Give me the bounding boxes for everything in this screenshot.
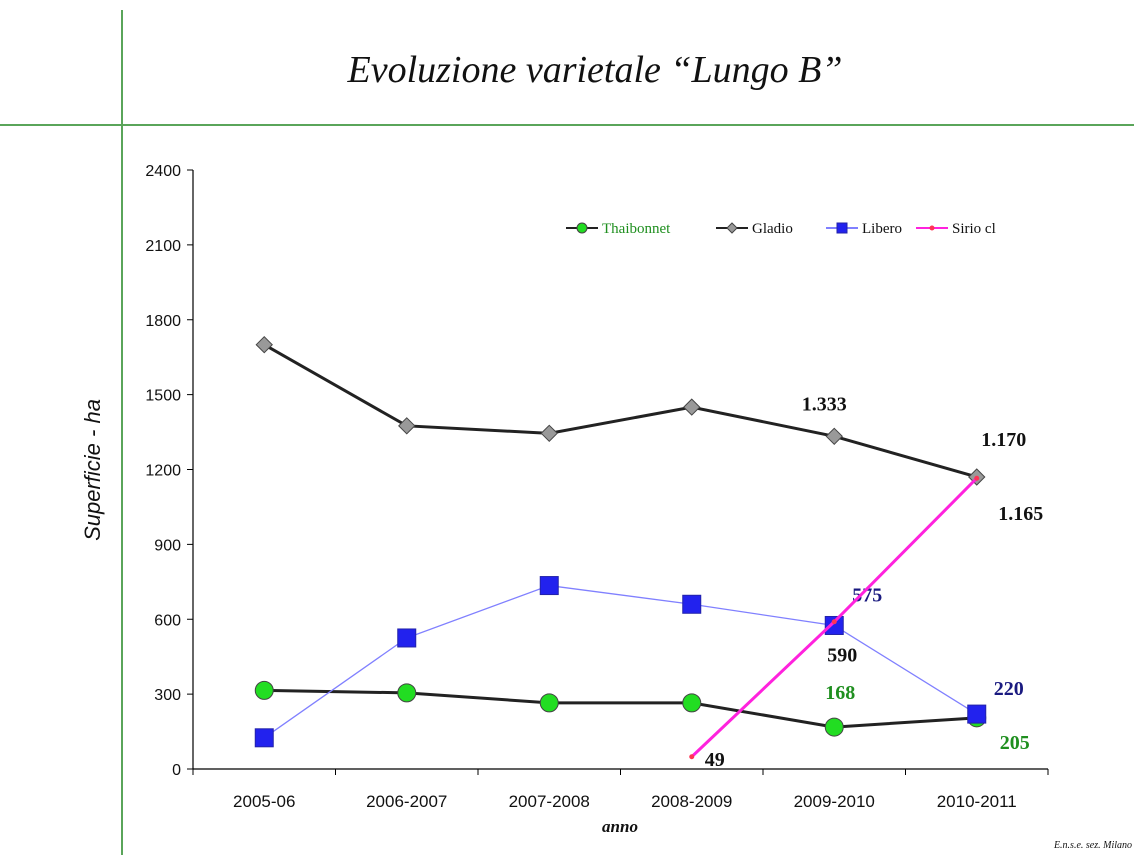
point [682, 594, 702, 614]
point [254, 680, 274, 700]
data-label: 1.333 [802, 393, 847, 415]
point [397, 683, 417, 703]
legend-marker [836, 222, 848, 234]
x-tick-label: 2007-2008 [509, 792, 590, 811]
y-tick-label: 2400 [145, 163, 181, 180]
point [255, 336, 273, 354]
legend-marker [726, 222, 738, 234]
point [824, 615, 844, 635]
point [398, 417, 416, 435]
chart-title: Evoluzione varietale “Lungo B” [346, 49, 842, 91]
legend-label: Sirio cl [952, 221, 996, 237]
point [539, 576, 559, 596]
legend-marker [929, 225, 935, 231]
data-label: 220 [994, 678, 1024, 700]
x-tick-label: 2006-2007 [366, 792, 447, 811]
x-tick-label: 2009-2010 [794, 792, 875, 811]
series-line [263, 584, 978, 739]
series-line [264, 688, 977, 729]
point [974, 475, 980, 481]
point [824, 717, 844, 737]
y-axis-label: Superficie - ha [80, 399, 105, 541]
legend-label: Libero [862, 221, 902, 237]
data-label: 575 [852, 584, 882, 606]
data-label: 49 [705, 749, 725, 771]
point [683, 398, 701, 416]
point [825, 427, 843, 446]
point [397, 628, 417, 648]
point [689, 754, 695, 760]
y-tick-label: 2100 [145, 238, 181, 255]
legend-label: Thaibonnet [602, 221, 671, 237]
data-label: 1.170 [981, 429, 1026, 451]
y-tick-label: 1200 [145, 463, 181, 480]
point [539, 693, 559, 713]
legend-marker [576, 222, 588, 234]
point [967, 704, 987, 724]
x-tick-label: 2005-06 [233, 792, 295, 811]
x-tick-label: 2008-2009 [651, 792, 732, 811]
legend-label: Gladio [752, 221, 793, 237]
y-tick-label: 600 [154, 612, 181, 629]
y-tick-label: 1500 [145, 388, 181, 405]
point [831, 619, 837, 625]
y-tick-label: 1800 [145, 313, 181, 330]
series-line [263, 343, 978, 479]
x-axis-label: anno [602, 817, 638, 836]
point [540, 424, 558, 443]
data-label: 1.165 [998, 503, 1043, 525]
y-tick-label: 0 [172, 762, 181, 779]
point [682, 693, 702, 713]
y-tick-label: 900 [154, 537, 181, 554]
footer: E.n.s.e. sez. Milano [1053, 840, 1132, 851]
data-label: 205 [1000, 732, 1030, 754]
point [254, 728, 274, 748]
data-label: 590 [827, 645, 857, 667]
data-label: 168 [825, 682, 855, 704]
y-tick-label: 300 [154, 687, 181, 704]
x-tick-label: 2010-2011 [937, 792, 1017, 811]
